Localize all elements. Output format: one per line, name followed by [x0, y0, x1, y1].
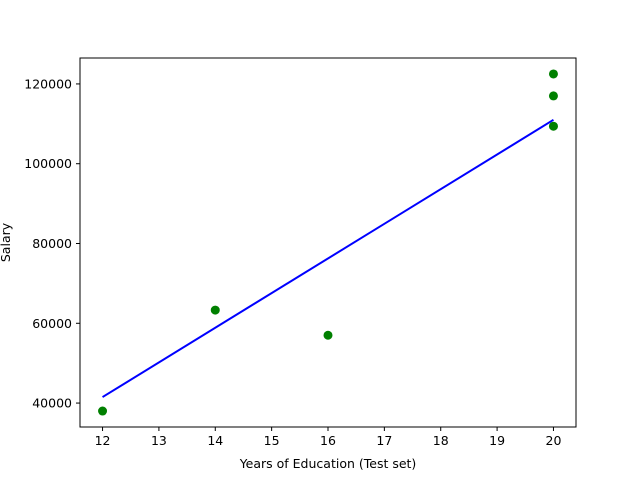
x-tick-label: 15 [264, 433, 280, 448]
y-tick-label: 120000 [24, 76, 72, 91]
x-tick-label: 19 [489, 433, 505, 448]
y-tick-label: 80000 [32, 236, 72, 251]
data-point-6 [548, 69, 558, 79]
y-tick-label: 60000 [32, 316, 72, 331]
data-point-1 [98, 406, 108, 416]
plot-area [98, 69, 558, 416]
y-tick-label: 40000 [32, 396, 72, 411]
y-tick-label: 100000 [24, 156, 72, 171]
data-point-5 [548, 91, 558, 101]
x-tick-label: 16 [320, 433, 336, 448]
data-point-4 [548, 121, 558, 131]
x-tick-label: 13 [151, 433, 167, 448]
x-tick-label: 17 [376, 433, 392, 448]
y-axis-label: Salary [0, 222, 13, 262]
axes: 12 13 14 15 16 17 18 19 20 40000 60000 80000 100000 1… [24, 57, 577, 448]
x-tick-label: 14 [207, 433, 223, 448]
regression-line [102, 118, 554, 398]
data-point-2 [210, 305, 220, 315]
data-point-3 [323, 330, 333, 340]
x-tick-label: 18 [433, 433, 449, 448]
x-tick-label: 12 [95, 433, 111, 448]
x-tick-label: 20 [546, 433, 562, 448]
x-axis-label: Years of Education (Test set) [239, 456, 417, 471]
